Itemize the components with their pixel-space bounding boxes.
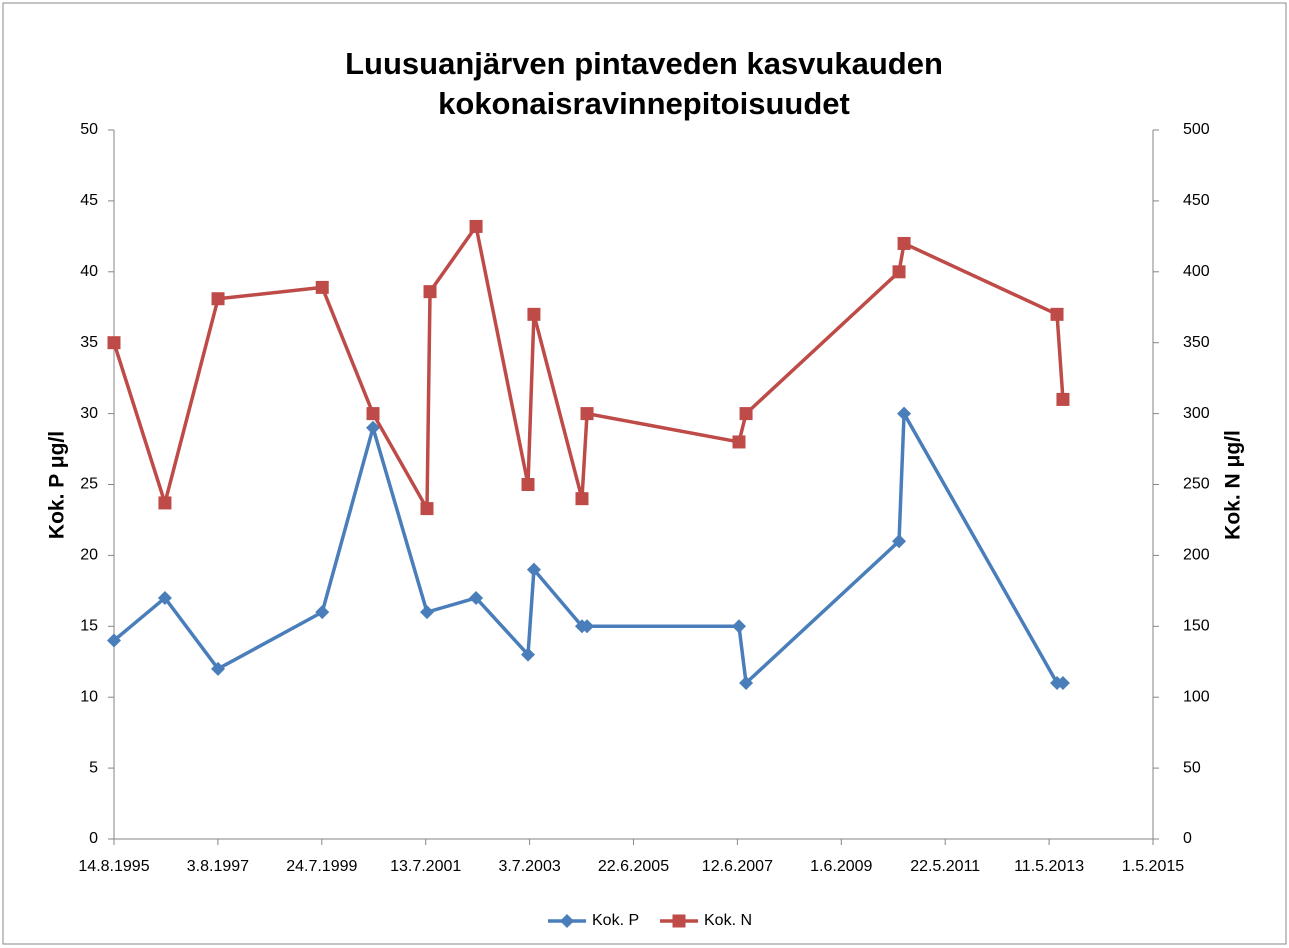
data-point bbox=[521, 478, 535, 491]
data-point bbox=[157, 590, 172, 605]
data-point bbox=[521, 647, 536, 662]
data-point bbox=[315, 605, 330, 620]
data-point bbox=[469, 590, 484, 605]
data-point bbox=[107, 633, 121, 648]
data-point bbox=[107, 336, 121, 350]
x-tick-label: 1.6.2009 bbox=[810, 858, 872, 875]
data-point bbox=[423, 285, 437, 299]
data-point bbox=[897, 236, 911, 250]
data-point bbox=[211, 292, 225, 306]
y-tick-label: 40 bbox=[80, 263, 98, 280]
data-point bbox=[739, 407, 753, 421]
legend-label: Kok. P bbox=[592, 912, 639, 929]
y-axis-label: Kok. P μg/l bbox=[46, 431, 69, 539]
data-point bbox=[1055, 676, 1070, 691]
data-point bbox=[469, 219, 483, 233]
y2-tick-label: 500 bbox=[1183, 121, 1210, 138]
y-tick-label: 10 bbox=[80, 688, 98, 705]
y2-axis-label: Kok. N μg/l bbox=[1222, 430, 1245, 540]
x-tick-label: 13.7.2001 bbox=[390, 858, 461, 875]
x-tick-label: 1.5.2015 bbox=[1122, 858, 1184, 875]
x-tick-label: 22.5.2011 bbox=[910, 858, 980, 875]
data-point bbox=[892, 265, 906, 279]
y2-tick-label: 300 bbox=[1183, 405, 1210, 422]
y2-tick-label: 450 bbox=[1183, 192, 1210, 209]
data-point bbox=[892, 534, 907, 549]
x-tick-label: 11.5.2013 bbox=[1014, 858, 1084, 875]
y2-tick-label: 100 bbox=[1183, 688, 1210, 705]
x-tick-label: 3.7.2003 bbox=[498, 858, 560, 875]
y2-tick-label: 150 bbox=[1183, 618, 1210, 635]
data-point bbox=[575, 492, 589, 506]
legend-marker bbox=[672, 914, 686, 928]
y2-tick-label: 0 bbox=[1183, 830, 1192, 847]
data-point bbox=[366, 420, 381, 435]
y-tick-label: 35 bbox=[80, 334, 98, 351]
x-tick-label: 12.6.2007 bbox=[702, 858, 773, 875]
data-point bbox=[419, 605, 434, 620]
x-tick-label: 14.8.1995 bbox=[78, 858, 149, 875]
data-point bbox=[739, 676, 754, 691]
y-tick-label: 15 bbox=[80, 618, 98, 635]
legend-marker bbox=[560, 914, 574, 928]
y-tick-label: 45 bbox=[80, 192, 98, 209]
y-tick-label: 30 bbox=[80, 405, 98, 422]
y-tick-label: 50 bbox=[80, 121, 98, 138]
data-point bbox=[158, 496, 172, 510]
data-point bbox=[527, 307, 541, 321]
y2-tick-label: 350 bbox=[1183, 334, 1210, 351]
data-point bbox=[1050, 307, 1064, 321]
y2-tick-label: 200 bbox=[1183, 547, 1210, 564]
x-tick-label: 24.7.1999 bbox=[286, 858, 357, 875]
data-point bbox=[315, 280, 329, 294]
data-point bbox=[420, 502, 434, 516]
data-point bbox=[732, 435, 746, 449]
data-point bbox=[526, 562, 541, 577]
x-tick-label: 3.8.1997 bbox=[187, 858, 249, 875]
y2-tick-label: 250 bbox=[1183, 476, 1210, 493]
y2-tick-label: 400 bbox=[1183, 263, 1210, 280]
data-point bbox=[1056, 392, 1070, 406]
y-tick-label: 25 bbox=[80, 476, 98, 493]
y2-tick-label: 50 bbox=[1183, 759, 1201, 776]
data-point bbox=[580, 619, 595, 634]
chart-title: Luusuanjärven pintaveden kasvukauden kok… bbox=[345, 46, 943, 121]
data-point bbox=[897, 406, 912, 421]
data-point bbox=[366, 407, 380, 421]
y-tick-label: 5 bbox=[89, 759, 98, 776]
y-tick-label: 0 bbox=[89, 830, 98, 847]
y-tick-label: 20 bbox=[80, 547, 98, 564]
x-tick-label: 22.6.2005 bbox=[598, 858, 669, 875]
data-point bbox=[580, 407, 594, 421]
data-point bbox=[211, 661, 226, 676]
legend-label: Kok. N bbox=[704, 912, 752, 929]
data-point bbox=[731, 619, 746, 634]
